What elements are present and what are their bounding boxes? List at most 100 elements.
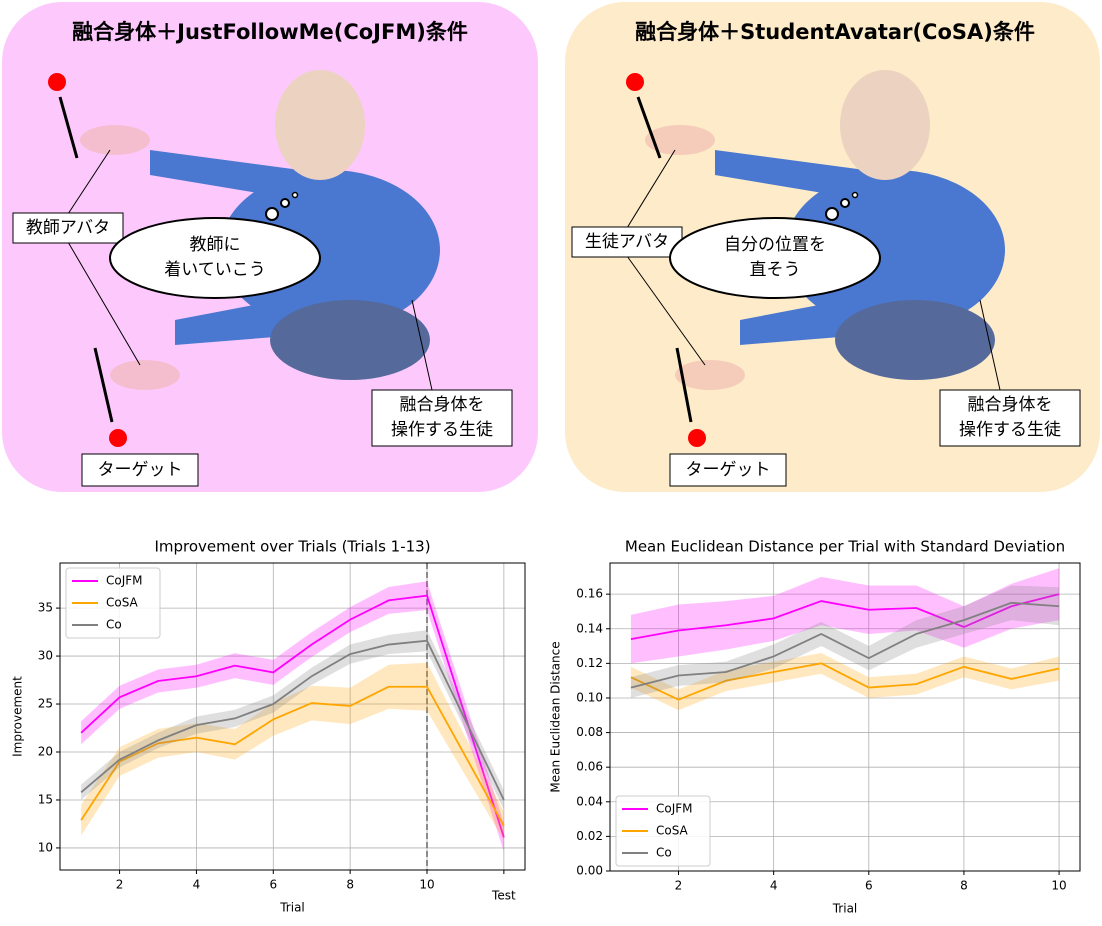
student-label: 操作する生徒 [391, 420, 493, 440]
panel-title: 融合身体＋JustFollowMe(CoJFM)条件 [72, 20, 468, 44]
arrow [675, 347, 693, 423]
series-line [80, 685, 505, 827]
std-band [630, 585, 1060, 698]
label-box [12, 212, 124, 244]
pointer [626, 149, 676, 229]
pointer [67, 149, 111, 215]
y-tick-label: 0.10 [576, 690, 603, 704]
thought-bubble [109, 217, 321, 299]
series-line [630, 593, 1060, 641]
label-box [669, 453, 787, 487]
arrow [58, 96, 79, 159]
target [688, 429, 706, 447]
avatar-label: 教師アバタ [26, 218, 110, 238]
legend-label: Co [106, 618, 122, 632]
y-tick-label: 20 [38, 744, 53, 758]
x-tick-label: 8 [346, 878, 354, 892]
thought-text: 着いていこう [164, 260, 266, 280]
pointer [67, 241, 141, 366]
y-tick-label: 0.02 [576, 829, 603, 843]
x-tick-label: 10 [419, 878, 434, 892]
x-tick-label: 8 [960, 879, 968, 893]
y-tick-label: 30 [38, 649, 53, 663]
bubble-dot [265, 207, 279, 221]
y-tick-label: 0.16 [576, 587, 603, 601]
x-tick-label: 4 [193, 878, 201, 892]
x-axis-label: Trial [832, 902, 858, 916]
x-tick-label: 2 [116, 878, 124, 892]
thought-text: 自分の位置を [724, 235, 826, 255]
legs [835, 300, 995, 380]
label-box [81, 453, 199, 487]
head [275, 70, 365, 180]
series-line [630, 601, 1060, 689]
std-band [81, 662, 504, 841]
y-tick-label: 0.06 [576, 760, 603, 774]
legs [270, 300, 430, 380]
y-tick-label: 0.14 [576, 621, 603, 635]
y-axis-label: Mean Euclidean Distance [549, 641, 563, 792]
hand [80, 125, 150, 155]
series-line [80, 594, 505, 838]
series-line [80, 639, 505, 801]
plot-frame [59, 562, 526, 871]
thought-text: 教師に [190, 235, 241, 255]
chart-title: Mean Euclidean Distance per Trial with S… [625, 538, 1065, 556]
target [48, 73, 66, 91]
hand [645, 125, 715, 155]
series-line [630, 662, 1060, 701]
x-tick-label: 10 [1051, 879, 1066, 893]
legend-label: CoSA [656, 824, 689, 838]
legend-box [65, 567, 161, 639]
y-tick-label: 0.12 [576, 656, 603, 670]
bubble-dot [280, 198, 290, 208]
std-band [630, 568, 1060, 664]
arm [715, 150, 865, 200]
head [840, 70, 930, 180]
arm [740, 300, 865, 345]
student-label: 操作する生徒 [959, 420, 1061, 440]
pointer [411, 299, 433, 391]
x-tick-label: 6 [865, 879, 873, 893]
panel-title: 融合身体＋StudentAvatar(CoSA)条件 [635, 20, 1035, 44]
x-tick-label: 2 [675, 879, 683, 893]
std-band [630, 652, 1060, 711]
target [626, 73, 644, 91]
avatar-label: 生徒アバタ [585, 232, 669, 252]
pointer [626, 255, 706, 366]
legend-label: CoSA [106, 596, 139, 610]
student-label: 融合身体を [400, 395, 485, 415]
x-tick-label: 4 [770, 879, 778, 893]
y-tick-label: 0.04 [576, 794, 603, 808]
hand [675, 360, 745, 390]
legend-label: Co [656, 846, 672, 860]
target [109, 429, 127, 447]
thought-text: 直そう [750, 260, 801, 280]
pointer [979, 299, 1001, 391]
y-tick-label: 25 [38, 697, 53, 711]
arm [150, 150, 300, 200]
y-tick-label: 0.08 [576, 725, 603, 739]
y-tick-label: 10 [38, 840, 53, 854]
legend-box [615, 795, 711, 867]
label-box [371, 389, 513, 447]
arrow [636, 96, 662, 159]
x-tick-label: 6 [269, 878, 277, 892]
y-axis-label: Improvement [11, 676, 25, 757]
target-label: ターゲット [98, 460, 183, 480]
label-box [939, 389, 1081, 447]
hand [110, 360, 180, 390]
bubble-dot [840, 198, 850, 208]
bubble-dot [851, 191, 859, 199]
label-box [571, 226, 683, 258]
arrow [93, 347, 114, 423]
plot-frame [609, 562, 1081, 872]
x-tick-label: Test [491, 889, 516, 903]
legend-label: CoJFM [106, 574, 143, 588]
target-label: ターゲット [686, 460, 771, 480]
thought-bubble [669, 217, 881, 299]
y-tick-label: 15 [38, 792, 53, 806]
bubble-dot [291, 191, 299, 199]
